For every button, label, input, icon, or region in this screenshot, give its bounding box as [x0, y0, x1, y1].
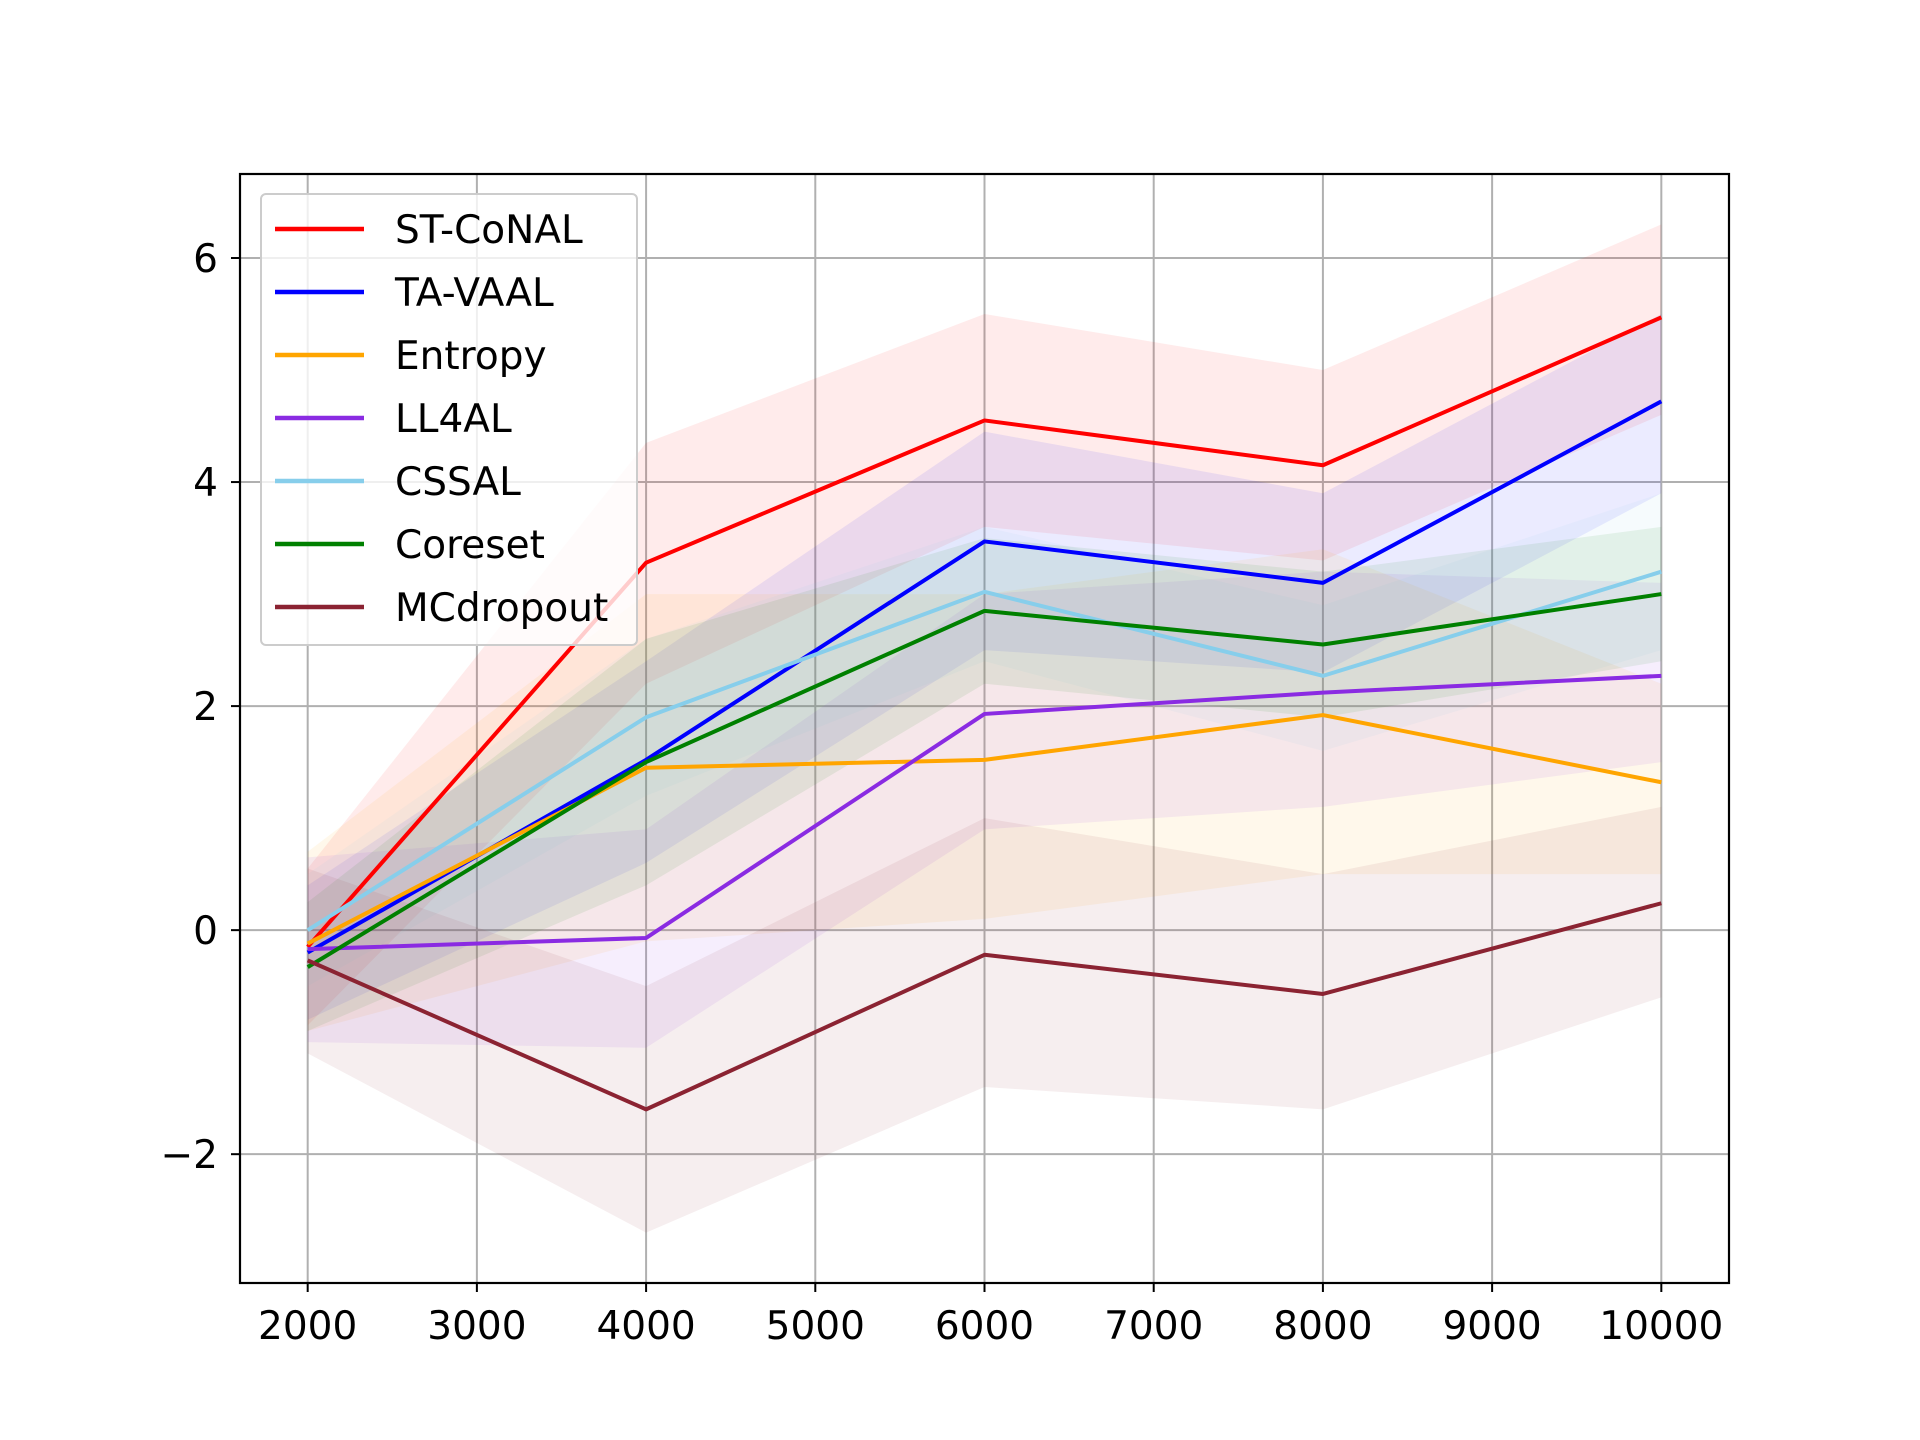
x-tick-label: 4000	[596, 1304, 695, 1349]
band-entropy	[307, 549, 1662, 1031]
x-tick-label: 6000	[935, 1304, 1034, 1349]
legend-label: CSSAL	[395, 460, 521, 505]
x-tick-label: 2000	[258, 1304, 357, 1349]
y-tick-label: −2	[161, 1133, 219, 1178]
line-coreset	[306, 592, 1662, 969]
x-tick-label: 3000	[427, 1304, 526, 1349]
band-ta-vaal	[307, 314, 1662, 1020]
x-tick-label: 9000	[1442, 1304, 1541, 1349]
x-tick-label: 8000	[1273, 1304, 1372, 1349]
line-mcdropout	[306, 901, 1662, 1112]
legend-box	[260, 193, 638, 646]
x-tick-label: 7000	[1104, 1304, 1203, 1349]
y-tick-label: 2	[193, 685, 218, 730]
legend: ST-CoNAL TA-VAAL Entropy LL4AL CSSAL Coreset M…	[260, 193, 638, 646]
series-lines	[306, 315, 1663, 1112]
legend-label: TA-VAAL	[394, 271, 554, 316]
line-st-conal	[306, 315, 1663, 949]
band-coreset	[307, 526, 1662, 1031]
band-cssal	[307, 493, 1662, 987]
legend-label: Entropy	[395, 334, 547, 379]
y-tick-label: 4	[193, 461, 218, 506]
line-entropy	[306, 713, 1662, 946]
legend-label: MCdropout	[395, 586, 608, 631]
y-tick-label: 0	[193, 909, 218, 954]
x-tick-label: 10000	[1599, 1304, 1723, 1349]
y-tick-label: 6	[193, 237, 218, 282]
legend-label: LL4AL	[395, 397, 512, 442]
line-ll4al	[307, 673, 1662, 952]
line-cssal	[306, 569, 1662, 932]
legend-label: ST-CoNAL	[395, 208, 583, 253]
legend-label: Coreset	[395, 523, 545, 568]
y-axis-ticks: −2 0 2 4 6	[161, 237, 240, 1178]
grid	[240, 174, 1729, 1283]
x-axis-ticks: 2000 3000 4000 5000 6000 7000 8000 9000 10000	[258, 1283, 1723, 1349]
x-tick-label: 5000	[766, 1304, 865, 1349]
band-mcdropout	[307, 806, 1662, 1233]
band-st-conal	[307, 224, 1662, 1026]
